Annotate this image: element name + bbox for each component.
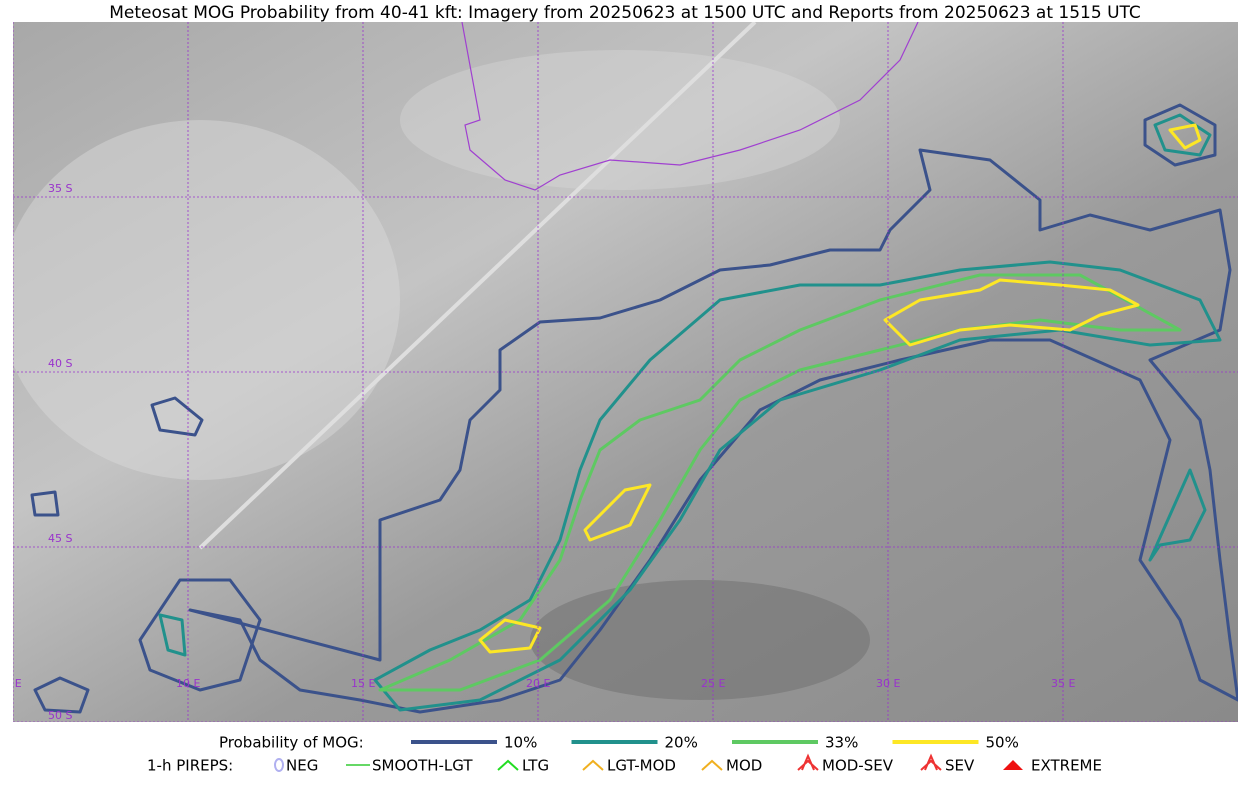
- legend-label: 50%: [986, 734, 1019, 752]
- legend-title: 1-h PIREPS:: [147, 757, 233, 775]
- legend-label: EXTREME: [1031, 757, 1102, 775]
- title: Meteosat MOG Probability from 40-41 kft:…: [109, 3, 1141, 23]
- contours: [30, 103, 1238, 714]
- pirep-icon: [920, 753, 942, 771]
- legend-label: MOD-SEV: [822, 757, 894, 775]
- coastline: [461, 22, 919, 191]
- lon-label: 35 E: [1051, 677, 1075, 690]
- legend-label: LTG: [522, 757, 549, 775]
- pirep-icon: [582, 759, 604, 771]
- cloud: [400, 50, 840, 190]
- contrail: [198, 22, 757, 550]
- legend: Probability of MOG: 10% 20% 33% 50% 1-h PIREP…: [147, 734, 1102, 775]
- legend-label: 33%: [825, 734, 858, 752]
- lon-label: 10 E: [176, 677, 200, 690]
- lon-label: 25 E: [701, 677, 725, 690]
- cloud: [13, 120, 400, 480]
- lon-label: 30 E: [876, 677, 900, 690]
- lon-label: 5 E: [4, 677, 21, 690]
- lon-label: 15 E: [351, 677, 375, 690]
- legend-label: 10%: [504, 734, 537, 752]
- legend-label: MOD: [726, 757, 762, 775]
- pirep-icon: [797, 753, 819, 771]
- legend-label: LGT-MOD: [607, 757, 676, 775]
- pirep-icon: [497, 759, 519, 771]
- legend-title: Probability of MOG:: [219, 734, 364, 752]
- legend-label: SEV: [945, 757, 975, 775]
- lat-label: 40 S: [48, 357, 72, 370]
- lon-label: 20 E: [526, 677, 550, 690]
- legend-label: NEG: [286, 757, 318, 775]
- pirep-icon: [274, 758, 284, 772]
- lat-label: 50 S: [48, 709, 72, 722]
- legend-label: SMOOTH-LGT: [372, 757, 473, 775]
- pirep-icon: [701, 759, 723, 771]
- pirep-icon: [1003, 760, 1023, 770]
- lat-label: 45 S: [48, 532, 72, 545]
- legend-label: 20%: [665, 734, 698, 752]
- lat-label: 35 S: [48, 182, 72, 195]
- map: 35 S 40 S 45 S 50 S 5 E 10 E 15 E 20 E 25 E 30 E 3…: [4, 22, 1238, 722]
